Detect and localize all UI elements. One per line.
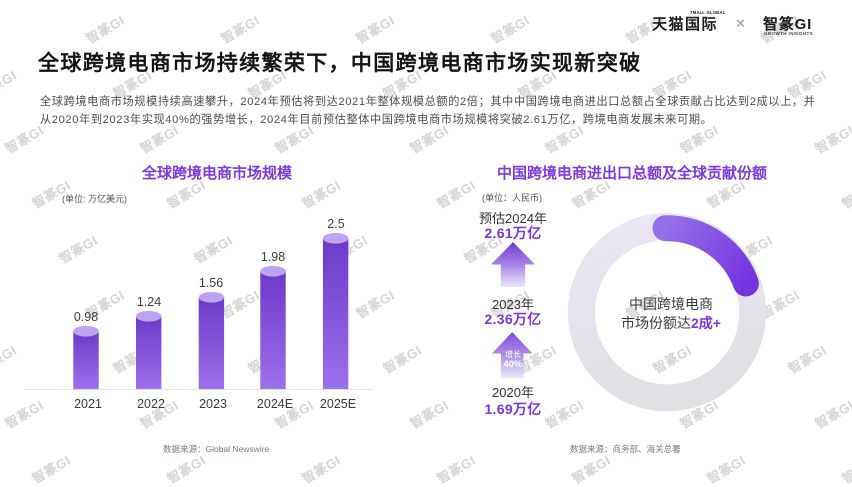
svg-text:增长: 增长: [505, 349, 521, 359]
svg-text:40%: 40%: [503, 359, 523, 370]
